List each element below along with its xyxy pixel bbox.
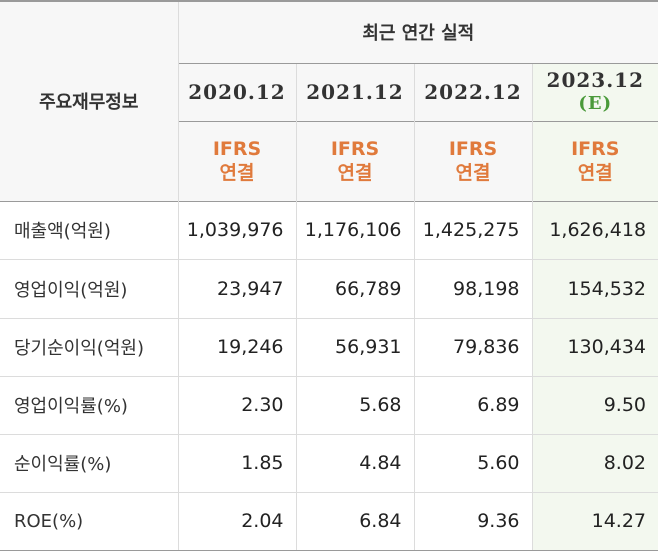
basis-2020: IFRS 연결 xyxy=(177,120,296,201)
cell-value: 66,789 xyxy=(295,259,414,319)
cell-value: 56,931 xyxy=(295,318,414,377)
table-row: 순이익률(%) 1.85 4.84 5.60 8.02 xyxy=(0,434,658,493)
cell-value: 6.84 xyxy=(295,492,414,551)
row-label-revenue: 매출액(억원) xyxy=(0,200,178,260)
cell-value-estimate: 154,532 xyxy=(531,259,658,319)
row-label-net-margin: 순이익률(%) xyxy=(0,434,178,493)
row-label-operating-profit: 영업이익(억원) xyxy=(0,259,178,319)
year-header-2023-estimate: 2023.12 (E) xyxy=(531,62,658,121)
cell-value: 4.84 xyxy=(295,434,414,493)
cell-value-estimate: 1,626,418 xyxy=(531,200,658,260)
row-label-roe: ROE(%) xyxy=(0,492,178,551)
cell-value: 1,039,976 xyxy=(177,200,296,260)
table-row: 영업이익(억원) 23,947 66,789 98,198 154,532 xyxy=(0,259,658,319)
cell-value: 5.68 xyxy=(295,376,414,435)
cell-value: 1,176,106 xyxy=(295,200,414,260)
table-row: 당기순이익(억원) 19,246 56,931 79,836 130,434 xyxy=(0,318,658,377)
section-title: 최근 연간 실적 xyxy=(177,0,658,63)
cell-value: 1.85 xyxy=(177,434,296,493)
year-header-2020: 2020.12 xyxy=(177,62,296,121)
year-header-2022: 2022.12 xyxy=(413,62,532,121)
cell-value: 19,246 xyxy=(177,318,296,377)
year-header-2021: 2021.12 xyxy=(295,62,414,121)
cell-value: 79,836 xyxy=(413,318,532,377)
cell-value-estimate: 14.27 xyxy=(531,492,658,551)
cell-value: 5.60 xyxy=(413,434,532,493)
row-label-net-income: 당기순이익(억원) xyxy=(0,318,178,377)
cell-value: 2.30 xyxy=(177,376,296,435)
cell-value-estimate: 8.02 xyxy=(531,434,658,493)
basis-2023: IFRS 연결 xyxy=(531,120,658,201)
cell-value: 1,425,275 xyxy=(413,200,532,260)
basis-2022: IFRS 연결 xyxy=(413,120,532,201)
row-header-label: 주요재무정보 xyxy=(0,0,178,201)
table-row: ROE(%) 2.04 6.84 9.36 14.27 xyxy=(0,492,658,551)
cell-value: 23,947 xyxy=(177,259,296,319)
row-label-operating-margin: 영업이익률(%) xyxy=(0,376,178,435)
cell-value: 9.36 xyxy=(413,492,532,551)
cell-value: 6.89 xyxy=(413,376,532,435)
table-row: 매출액(억원) 1,039,976 1,176,106 1,425,275 1,… xyxy=(0,200,658,260)
cell-value: 98,198 xyxy=(413,259,532,319)
estimate-marker: (E) xyxy=(578,93,613,114)
basis-2021: IFRS 연결 xyxy=(295,120,414,201)
cell-value-estimate: 130,434 xyxy=(531,318,658,377)
cell-value: 2.04 xyxy=(177,492,296,551)
cell-value-estimate: 9.50 xyxy=(531,376,658,435)
table-row: 영업이익률(%) 2.30 5.68 6.89 9.50 xyxy=(0,376,658,435)
